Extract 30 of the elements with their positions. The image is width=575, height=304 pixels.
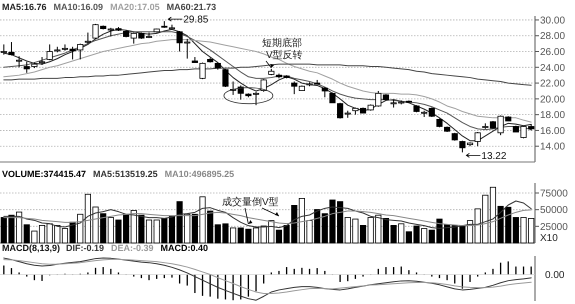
y-tick-label: 20.00 xyxy=(540,94,566,106)
text: MA10:496895.25 xyxy=(164,169,234,179)
y-tick-label: 28.00 xyxy=(540,31,566,42)
text: MA5:16.76 xyxy=(2,2,47,12)
text: MACD:0.40 xyxy=(160,243,208,253)
text: X10 xyxy=(540,233,558,244)
y-tick-label: 16.00 xyxy=(540,126,566,137)
y-tick-label: 18.00 xyxy=(540,110,566,122)
y-tick-label: 26.00 xyxy=(540,47,566,58)
y-tick-label: 24.00 xyxy=(540,62,566,74)
series-label: DIF:-0.19 xyxy=(66,243,104,253)
y-tick-label: 25000 xyxy=(540,222,568,233)
chart-title: MACD(8,13,9) xyxy=(2,243,60,253)
y-tick-label: 22.00 xyxy=(540,78,566,90)
annotation: 短期底部 xyxy=(262,37,302,49)
text: MA20:17.05 xyxy=(110,2,160,12)
text: MA10:16.09 xyxy=(54,2,104,12)
y-tick-label: 75000 xyxy=(540,188,568,200)
text: MA5:513519.25 xyxy=(93,169,158,179)
y-tick-label: 50000 xyxy=(540,205,568,216)
y-tick-label: 30.00 xyxy=(540,15,566,26)
annotation: 29.85 xyxy=(183,14,209,26)
y-tick-label: 14.00 xyxy=(540,142,566,153)
text: 0.00 xyxy=(545,270,565,282)
annotation: 成交量倒V型 xyxy=(222,196,279,208)
series-label: VOLUME:374415.47 xyxy=(2,169,86,179)
annotation: V型反转 xyxy=(266,49,303,61)
series-label: DEA:-0.39 xyxy=(111,243,154,253)
text: MA60:21.73 xyxy=(166,2,216,12)
annotation: 13.22 xyxy=(481,150,507,162)
